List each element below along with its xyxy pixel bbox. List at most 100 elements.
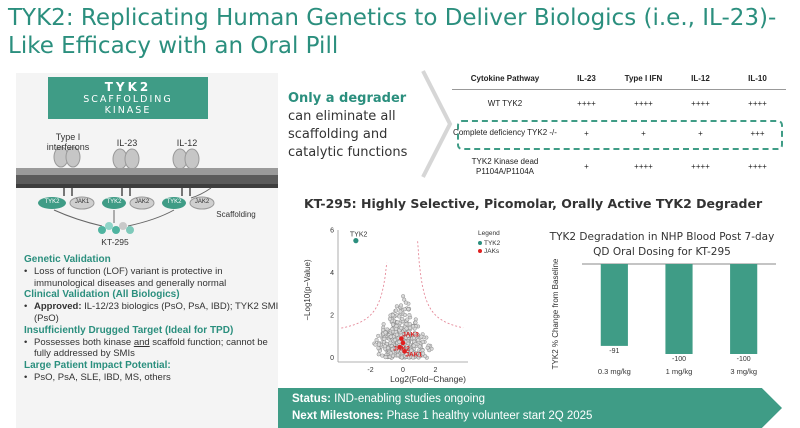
bar-value-label: -100 — [737, 356, 751, 363]
left-text-block: Genetic Validation Loss of function (LOF… — [24, 254, 279, 384]
approved-text: IL-12/23 biologics (PsO, PsA, IBD); TYK2… — [34, 301, 279, 324]
point-jaks — [397, 344, 403, 350]
cell-membrane — [16, 168, 278, 188]
receptor-il-23 — [112, 148, 140, 170]
point-jaks — [399, 336, 404, 341]
threshold-curve — [417, 241, 464, 329]
degrader-statement: Only a degrader can eliminate all scaffo… — [288, 90, 418, 162]
point-tyk2 — [353, 238, 359, 244]
background-point — [411, 343, 416, 348]
heading-clinical-validation: Clinical Validation (All Biologics) — [24, 289, 180, 301]
volcano-points: TYK2 JAK2 JAK3 JAK1 — [350, 232, 423, 359]
background-point — [409, 348, 414, 353]
label-il-23: IL-23 — [116, 138, 138, 148]
background-point — [395, 353, 400, 358]
table-cell: ++++ — [634, 98, 653, 108]
receptor-type-i-ifn — [53, 146, 81, 168]
label-type-i-ifn: Type I interferons — [46, 132, 90, 152]
legend-title: Legend — [478, 230, 500, 237]
table-cell: ++++ — [748, 162, 767, 171]
volcano-x-tick: 0 — [401, 367, 405, 374]
label-kt-295: KT-295 — [101, 237, 129, 247]
heading-genetic-validation: Genetic Validation — [24, 254, 111, 265]
bar-chart: -91 0.3 mg/kg -100 1 mg/kg -100 3 mg/kg TYK2 … — [551, 258, 776, 376]
kinase-label-jak2-b: JAK2 — [194, 199, 210, 205]
background-point — [382, 336, 387, 341]
bar-0 — [600, 264, 628, 346]
background-point — [404, 326, 409, 331]
background-point — [417, 353, 422, 358]
bullet-genetic-validation: Loss of function (LOF) variant is protec… — [24, 266, 279, 290]
label-il-12: IL-12 — [176, 138, 198, 148]
receptor-il-12 — [172, 148, 200, 170]
background-point — [376, 333, 381, 338]
background-point — [416, 338, 421, 343]
bar-chart-title: TYK2 Degradation in NHP Blood Post 7-day… — [549, 231, 775, 258]
kinase-label-tyk2-c: TYK2 — [166, 199, 182, 205]
status-banner: Status: IND-enabling studies ongoing Nex… — [278, 388, 782, 428]
background-point — [394, 326, 399, 331]
background-point — [397, 314, 402, 319]
background-point — [407, 325, 412, 330]
volcano-y-label: −Log10(p−Value) — [303, 259, 312, 321]
table-cell: ++++ — [691, 98, 710, 108]
status-value: IND-enabling studies ongoing — [330, 393, 486, 405]
background-point — [419, 334, 424, 339]
degrader-highlight: Only a degrader — [288, 91, 407, 106]
background-point — [383, 330, 388, 335]
legend-tyk2-label: TYK2 — [484, 240, 501, 247]
bar-category-label: 1 mg/kg — [666, 367, 693, 376]
table-cell: ++++ — [634, 162, 653, 171]
background-point — [402, 307, 407, 312]
table-row: TYK2 Kinase dead P1104A/P1104A + ++++ ++… — [452, 150, 786, 184]
background-point — [407, 313, 412, 318]
slide-title-line-2: Like Efficacy with an Oral Pill — [8, 33, 339, 59]
table-row: Complete deficiency TYK2 -/- + + + +++ — [452, 116, 786, 150]
kinase-label-jak1: JAK1 — [74, 199, 90, 205]
tyk2-box-sub1: SCAFFOLDING — [83, 94, 173, 105]
tyk2-box: TYK2 SCAFFOLDING KINASE — [48, 77, 208, 119]
bar-value-label: -91 — [609, 348, 619, 355]
approved-label: Approved: — [34, 301, 82, 313]
bar-2 — [730, 264, 758, 354]
slide-title-line-1: TYK2: Replicating Human Genetics to Deli… — [8, 5, 777, 31]
background-point — [394, 308, 399, 313]
kinase-pair-3 — [162, 196, 215, 210]
highlight-dashed-box — [457, 120, 783, 150]
background-point — [417, 344, 422, 349]
milestones-value: Phase 1 healthy volunteer start 2Q 2025 — [383, 410, 593, 422]
degrader-rest: can eliminate all scaffolding and cataly… — [288, 109, 408, 160]
kinase-label-tyk2-b: TYK2 — [106, 199, 122, 205]
kt-295-molecule — [98, 222, 134, 234]
volcano-x-tick: 2 — [434, 367, 438, 374]
background-point — [407, 322, 412, 327]
kinase-pair-2 — [102, 196, 155, 210]
annotation-jak2: JAK2 — [393, 345, 410, 352]
background-point — [403, 312, 408, 317]
background-point — [387, 316, 392, 321]
kt-295-title: KT-295: Highly Selective, Picomolar, Ora… — [304, 196, 763, 211]
bullet-patient-impact: PsO, PsA, SLE, IBD, MS, others — [24, 372, 279, 384]
table-row: WT TYK2 ++++ ++++ ++++ ++++ — [452, 90, 786, 116]
volcano-y-tick: 0 — [330, 355, 334, 362]
volcano-y-tick: 2 — [330, 313, 334, 320]
bar-chart-marks: -91 0.3 mg/kg -100 1 mg/kg -100 3 mg/kg — [582, 263, 776, 376]
row-label: TYK2 Kinase dead P1104A/P1104A — [471, 157, 539, 176]
background-point — [401, 294, 406, 299]
chevron-right-icon — [421, 70, 453, 178]
table-cell: +++ — [750, 128, 765, 138]
annotation-jak3: JAK3 — [402, 331, 419, 338]
background-point — [381, 322, 386, 327]
background-point — [395, 320, 400, 325]
background-point — [404, 322, 409, 327]
heading-insufficiently-drugged: Insufficiently Drugged Target (Ideal for… — [24, 324, 234, 336]
table-cell: ++++ — [748, 98, 767, 108]
background-point — [405, 333, 410, 338]
bullet-clinical-validation: Approved: IL-12/23 biologics (PsO, PsA, … — [24, 301, 279, 325]
background-point — [421, 351, 426, 356]
background-point — [376, 342, 381, 347]
col-header: IL-10 — [748, 74, 767, 83]
background-point — [425, 345, 430, 350]
milestones-line: Next Milestones: Phase 1 healthy volunte… — [292, 408, 782, 425]
col-header: IL-12 — [691, 74, 710, 83]
